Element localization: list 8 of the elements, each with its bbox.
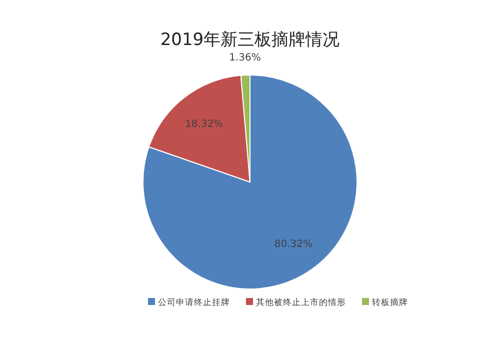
data-label: 80.32%: [274, 239, 312, 250]
legend-label: 其他被终止上市的情形: [256, 297, 346, 308]
pie-slice: [142, 74, 358, 290]
data-label: 18.32%: [184, 118, 224, 130]
chart-title: 2019年新三板摘牌情况: [160, 30, 340, 50]
legend-label: 公司申请终止挂牌: [158, 297, 230, 308]
data-label: 1.36%: [229, 52, 261, 64]
legend-label: 转板摘牌: [372, 297, 408, 308]
